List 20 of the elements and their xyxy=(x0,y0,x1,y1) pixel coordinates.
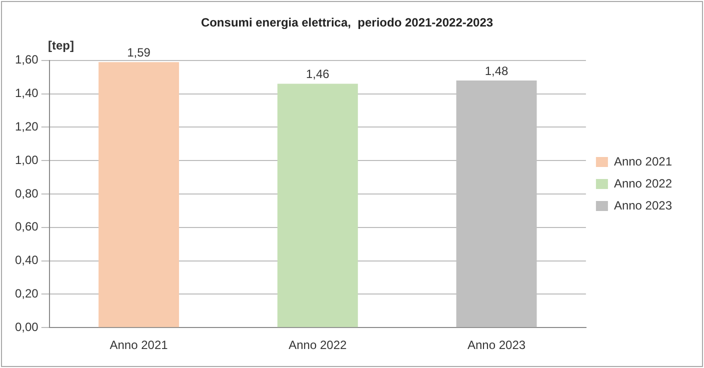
y-tick-label: 0,80 xyxy=(14,186,39,200)
x-tick-label: Anno 2022 xyxy=(288,338,347,352)
chart-title: Consumi energia elettrica, periodo 2021-2022-2023 xyxy=(200,16,494,30)
y-tick-label: 0,00 xyxy=(14,320,39,334)
y-tick-label: 1,40 xyxy=(14,86,39,100)
y-tick-label: 1,20 xyxy=(14,120,39,134)
y-tick-label: 1,00 xyxy=(14,152,39,167)
legend-label: Anno 2021 xyxy=(614,154,672,168)
y-tick-label: 0,60 xyxy=(14,220,39,234)
data-label: 1,48 xyxy=(484,64,509,78)
legend-label: Anno 2022 xyxy=(614,176,672,190)
y-tick-label: 0,20 xyxy=(14,286,39,301)
data-label: 1,59 xyxy=(127,45,151,60)
y-tick-label: 0,40 xyxy=(14,253,39,268)
y-tick-label: 1,60 xyxy=(14,52,39,67)
x-tick-label: Anno 2023 xyxy=(467,338,526,352)
x-tick-label: Anno 2021 xyxy=(110,338,168,352)
y-axis-title: [tep] xyxy=(48,38,74,53)
legend-label: Anno 2023 xyxy=(614,198,672,212)
data-label: 1,46 xyxy=(306,67,330,82)
